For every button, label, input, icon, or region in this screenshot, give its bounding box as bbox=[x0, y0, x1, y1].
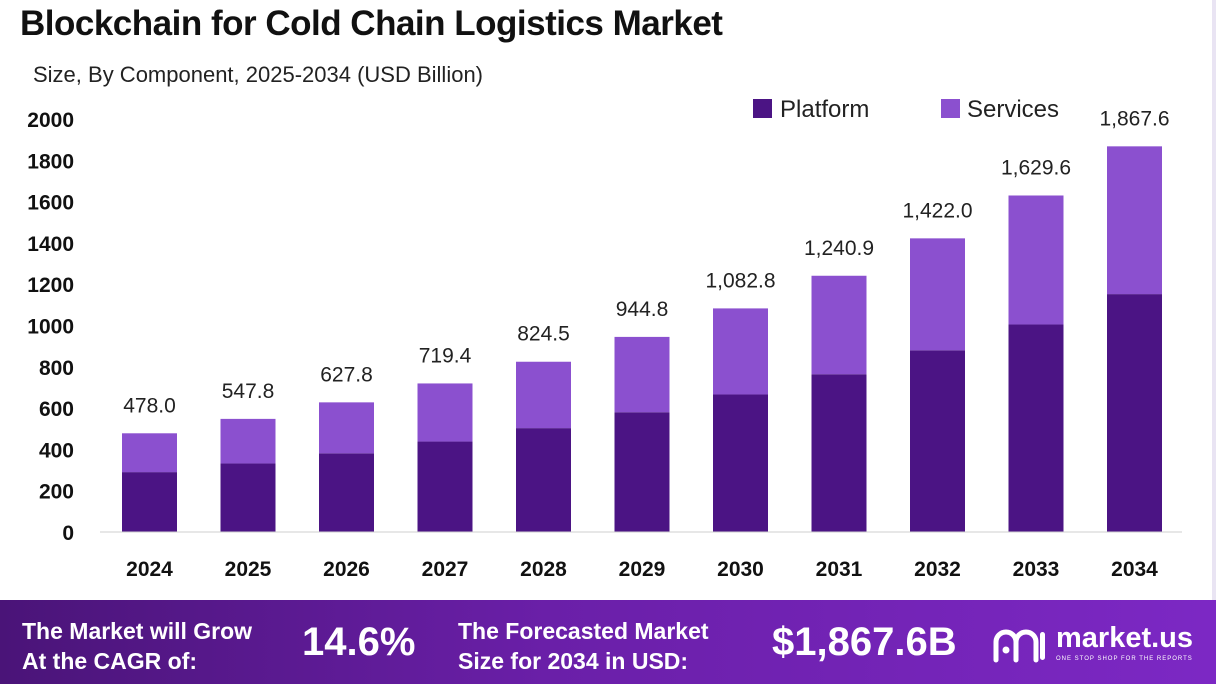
forecast-value: $1,867.6B bbox=[772, 620, 957, 664]
x-tick-label-2030: 2030 bbox=[717, 558, 764, 581]
x-tick-label-2026: 2026 bbox=[323, 558, 370, 581]
bar-services-2031 bbox=[811, 275, 867, 375]
cagr-value: 14.6% bbox=[302, 620, 416, 664]
total-data-label-2028: 824.5 bbox=[517, 323, 570, 346]
y-tick-label: 1000 bbox=[27, 316, 74, 339]
bar-platform-2034 bbox=[1107, 294, 1162, 532]
bar-services-2028 bbox=[516, 361, 571, 429]
y-tick-label: 600 bbox=[39, 398, 74, 421]
footer-banner: The Market will Grow At the CAGR of: 14.… bbox=[0, 600, 1216, 684]
total-data-label-2026: 627.8 bbox=[320, 363, 373, 386]
y-tick-label: 1600 bbox=[27, 192, 74, 215]
bar-platform-2026 bbox=[319, 453, 374, 532]
bar-services-2026 bbox=[319, 402, 374, 454]
y-axis: 0 200 400 600 800 1000 1200 1400 1600 1800 2000 bbox=[27, 109, 74, 545]
forecast-caption-line1: The Forecasted Market bbox=[458, 618, 709, 644]
bar-services-2025 bbox=[220, 418, 276, 464]
stacked-bar-chart: 0 200 400 600 800 1000 1200 1400 1600 1800 2000 47… bbox=[27, 96, 1182, 581]
y-tick-label: 400 bbox=[39, 439, 74, 462]
total-data-label-2027: 719.4 bbox=[419, 344, 472, 367]
cagr-caption-line2: At the CAGR of: bbox=[22, 648, 198, 674]
market-us-logo-icon bbox=[993, 629, 1045, 663]
bar-platform-2025 bbox=[220, 463, 276, 532]
x-tick-label-2027: 2027 bbox=[422, 558, 469, 581]
x-tick-label-2025: 2025 bbox=[225, 558, 272, 581]
x-tick-label-2033: 2033 bbox=[1013, 558, 1060, 581]
bar-platform-2028 bbox=[516, 428, 571, 532]
bar-services-2029 bbox=[614, 336, 670, 413]
total-data-label-2034: 1,867.6 bbox=[1099, 107, 1169, 130]
legend-services-label: Services bbox=[967, 96, 1059, 123]
legend-services-swatch bbox=[941, 99, 960, 118]
bar-platform-2029 bbox=[614, 412, 670, 532]
bar-services-2024 bbox=[122, 433, 177, 473]
cagr-caption-line1: The Market will Grow bbox=[22, 618, 253, 644]
forecast-caption: The Forecasted Market Size for 2034 in U… bbox=[458, 616, 709, 676]
total-data-label-2032: 1,422.0 bbox=[902, 199, 972, 222]
x-axis: 2024 2025 2026 2027 2028 2029 2030 2031 2032 2033… bbox=[126, 558, 1158, 581]
bar-services-2033 bbox=[1008, 195, 1064, 325]
bar-platform-2030 bbox=[713, 394, 768, 532]
y-tick-label: 1400 bbox=[27, 233, 74, 256]
total-data-label-2025: 547.8 bbox=[222, 380, 275, 403]
bar-platform-2033 bbox=[1008, 324, 1064, 532]
chart-title: Blockchain for Cold Chain Logistics Mark… bbox=[20, 4, 723, 43]
legend-platform-swatch bbox=[753, 99, 772, 118]
total-data-label-2030: 1,082.8 bbox=[705, 269, 775, 292]
y-tick-label: 1800 bbox=[27, 150, 74, 173]
bar-services-2032 bbox=[910, 238, 965, 351]
bar-platform-2031 bbox=[811, 374, 867, 532]
forecast-caption-line2: Size for 2034 in USD: bbox=[458, 648, 689, 674]
right-edge-strip bbox=[1212, 0, 1216, 600]
chart-subtitle: Size, By Component, 2025-2034 (USD Billi… bbox=[33, 62, 484, 87]
legend-platform-label: Platform bbox=[780, 96, 869, 123]
bar-platform-2024 bbox=[122, 472, 177, 532]
y-tick-label: 0 bbox=[62, 522, 74, 545]
bar-platform-2027 bbox=[417, 441, 473, 532]
bar-services-2027 bbox=[417, 383, 473, 442]
bar-services-2034 bbox=[1107, 146, 1162, 295]
logo-tagline: ONE STOP SHOP FOR THE REPORTS bbox=[1056, 656, 1193, 662]
total-data-label-2031: 1,240.9 bbox=[804, 237, 874, 260]
total-data-label-2029: 944.8 bbox=[616, 298, 669, 321]
bars-group: 478.0 547.8 627.8 719.4 824.5 944.8 1,082.8 1,2… bbox=[122, 107, 1170, 532]
total-data-label-2024: 478.0 bbox=[123, 394, 176, 417]
y-tick-label: 1200 bbox=[27, 274, 74, 297]
cagr-caption: The Market will Grow At the CAGR of: bbox=[22, 616, 252, 676]
y-tick-label: 800 bbox=[39, 357, 74, 380]
logo-wordmark: market.us bbox=[1056, 622, 1194, 654]
x-tick-label-2029: 2029 bbox=[619, 558, 666, 581]
x-tick-label-2034: 2034 bbox=[1111, 558, 1158, 581]
y-tick-label: 2000 bbox=[27, 109, 74, 132]
legend: Platform Services bbox=[753, 96, 1059, 123]
x-tick-label-2024: 2024 bbox=[126, 558, 173, 581]
y-tick-label: 200 bbox=[39, 481, 74, 504]
bar-services-2030 bbox=[713, 308, 768, 395]
bar-platform-2032 bbox=[910, 350, 965, 532]
total-data-label-2033: 1,629.6 bbox=[1001, 156, 1071, 179]
x-tick-label-2032: 2032 bbox=[914, 558, 961, 581]
x-tick-label-2028: 2028 bbox=[520, 558, 567, 581]
x-tick-label-2031: 2031 bbox=[816, 558, 863, 581]
